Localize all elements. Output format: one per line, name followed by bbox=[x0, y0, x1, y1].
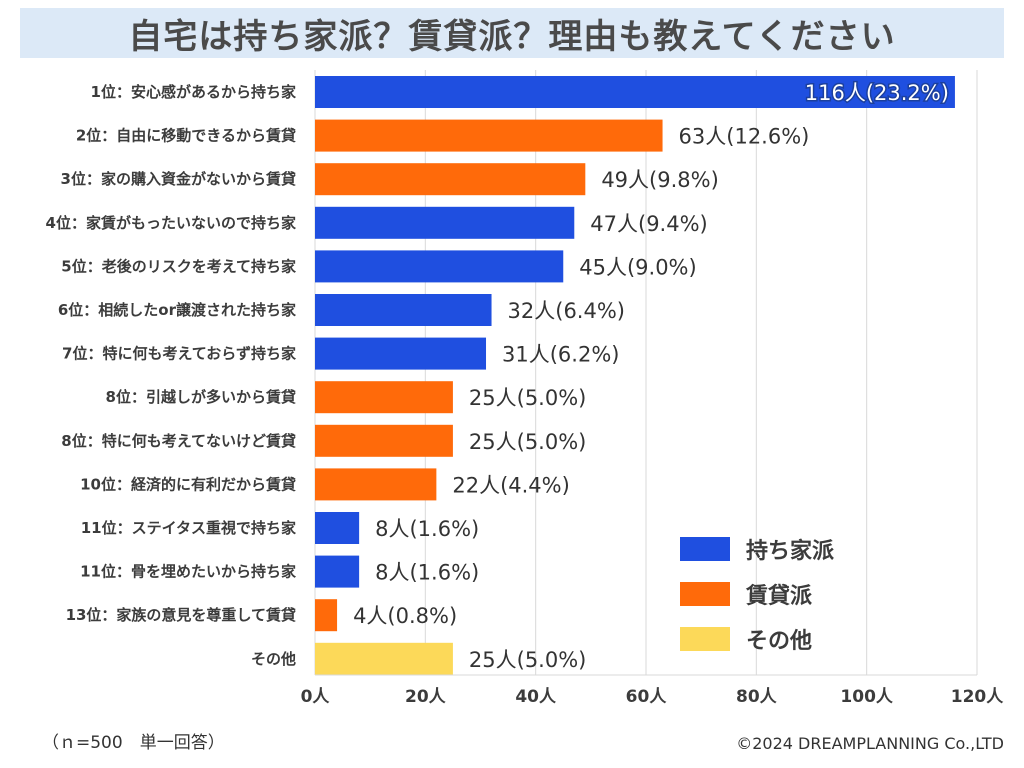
category-label: 4位：家賃がもったいないので持ち家 bbox=[46, 214, 296, 232]
x-tick-label: 120人 bbox=[951, 687, 1004, 707]
legend-swatch bbox=[680, 537, 730, 561]
bar bbox=[315, 206, 575, 239]
bar bbox=[315, 76, 955, 108]
data-label: 49人(9.8%) bbox=[601, 168, 718, 192]
data-label: 8人(1.6%) bbox=[375, 561, 479, 585]
bar bbox=[315, 163, 586, 196]
bar bbox=[315, 512, 360, 544]
data-label: 47人(9.4%) bbox=[590, 212, 707, 236]
bar bbox=[315, 250, 564, 283]
category-label: 11位：ステイタス重視で持ち家 bbox=[81, 519, 296, 537]
data-label: 8人(1.6%) bbox=[375, 517, 479, 541]
x-tick-label: 20人 bbox=[405, 687, 447, 707]
category-label: その他 bbox=[251, 650, 296, 668]
data-label: 32人(6.4%) bbox=[508, 299, 625, 323]
legend-label: 持ち家派 bbox=[746, 538, 834, 564]
sample-note: （ｎ=500 単一回答） bbox=[42, 733, 225, 753]
category-label: 1位：安心感があるから持ち家 bbox=[91, 83, 296, 101]
x-tick-label: 80人 bbox=[736, 687, 778, 707]
category-label: 2位：自由に移動できるから賃貸 bbox=[76, 127, 296, 145]
category-label: 5位：老後のリスクを考えて持ち家 bbox=[61, 257, 296, 275]
legend-swatch bbox=[680, 582, 730, 606]
data-label: 116人(23.2%) bbox=[805, 81, 949, 105]
x-tick-label: 0人 bbox=[301, 687, 331, 707]
bar bbox=[315, 119, 663, 152]
category-label: 3位：家の購入資金がないから賃貸 bbox=[61, 170, 296, 188]
category-label: 6位：相続したor譲渡された持ち家 bbox=[58, 301, 296, 319]
bar bbox=[315, 555, 360, 588]
x-tick-label: 60人 bbox=[626, 687, 668, 707]
bar bbox=[315, 424, 453, 457]
legend-label: 賃貸派 bbox=[745, 583, 812, 609]
chart-title: 自宅は持ち家派？賃貸派？理由も教えてください bbox=[128, 16, 896, 57]
data-label: 25人(5.0%) bbox=[469, 386, 586, 410]
bar bbox=[315, 337, 487, 370]
data-label: 63人(12.6%) bbox=[679, 125, 810, 149]
bar bbox=[315, 294, 492, 326]
x-tick-label: 40人 bbox=[515, 687, 557, 707]
data-label: 25人(5.0%) bbox=[469, 648, 586, 672]
category-label: 11位：骨を埋めたいから持ち家 bbox=[80, 563, 296, 581]
data-label: 31人(6.2%) bbox=[502, 343, 619, 367]
data-label: 25人(5.0%) bbox=[469, 430, 586, 454]
category-label: 7位：特に何も考えておらず持ち家 bbox=[62, 345, 296, 363]
category-label: 8位：特に何も考えてないけど賃貸 bbox=[61, 432, 296, 450]
x-tick-label: 100人 bbox=[840, 687, 893, 707]
bar bbox=[315, 599, 338, 632]
legend-swatch bbox=[680, 627, 730, 651]
copyright-text: ©2024 DREAMPLANNING Co.,LTD bbox=[736, 734, 1004, 753]
category-label: 8位：引越しが多いから賃貸 bbox=[106, 388, 296, 406]
bar bbox=[315, 642, 453, 675]
bar bbox=[315, 381, 453, 414]
chart-title-bar: 自宅は持ち家派？賃貸派？理由も教えてください bbox=[20, 8, 1004, 58]
data-label: 22人(4.4%) bbox=[452, 473, 569, 497]
data-label: 4人(0.8%) bbox=[353, 604, 457, 628]
legend-label: その他 bbox=[746, 629, 812, 654]
bar bbox=[315, 468, 437, 501]
category-label: 13位：家族の意見を尊重して賃貸 bbox=[66, 606, 296, 624]
data-label: 45人(9.0%) bbox=[579, 255, 696, 279]
category-label: 10位：経済的に有利だから賃貸 bbox=[80, 475, 296, 493]
